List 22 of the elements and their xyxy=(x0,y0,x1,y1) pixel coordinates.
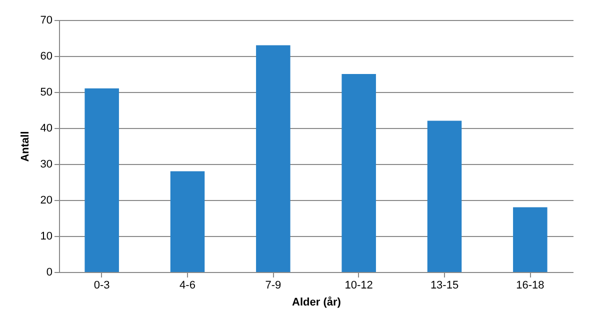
bar xyxy=(84,88,119,272)
bar xyxy=(513,207,548,272)
y-tick-label: 30 xyxy=(40,158,52,170)
x-tick-label: 7-9 xyxy=(265,280,282,292)
y-tick-label: 50 xyxy=(40,86,52,98)
x-tick-label: 0-3 xyxy=(94,280,110,292)
y-axis-title: Antall xyxy=(19,131,32,162)
y-tick-label: 70 xyxy=(40,14,52,26)
y-tick-label: 20 xyxy=(40,194,52,206)
y-tick-label: 60 xyxy=(40,50,52,62)
x-tick-label: 4-6 xyxy=(180,280,196,292)
bar xyxy=(427,120,462,272)
bar xyxy=(256,45,290,272)
y-tick-label: 40 xyxy=(40,122,52,134)
x-tick-label: 16-18 xyxy=(516,280,544,292)
y-tick-label: 10 xyxy=(40,230,52,242)
x-tick-label: 13-15 xyxy=(430,280,459,292)
bar xyxy=(342,74,376,272)
y-tick-label: 0 xyxy=(46,266,52,278)
bar xyxy=(170,171,205,272)
x-axis-title: Alder (år) xyxy=(292,296,342,308)
x-tick-label: 10-12 xyxy=(344,280,373,292)
